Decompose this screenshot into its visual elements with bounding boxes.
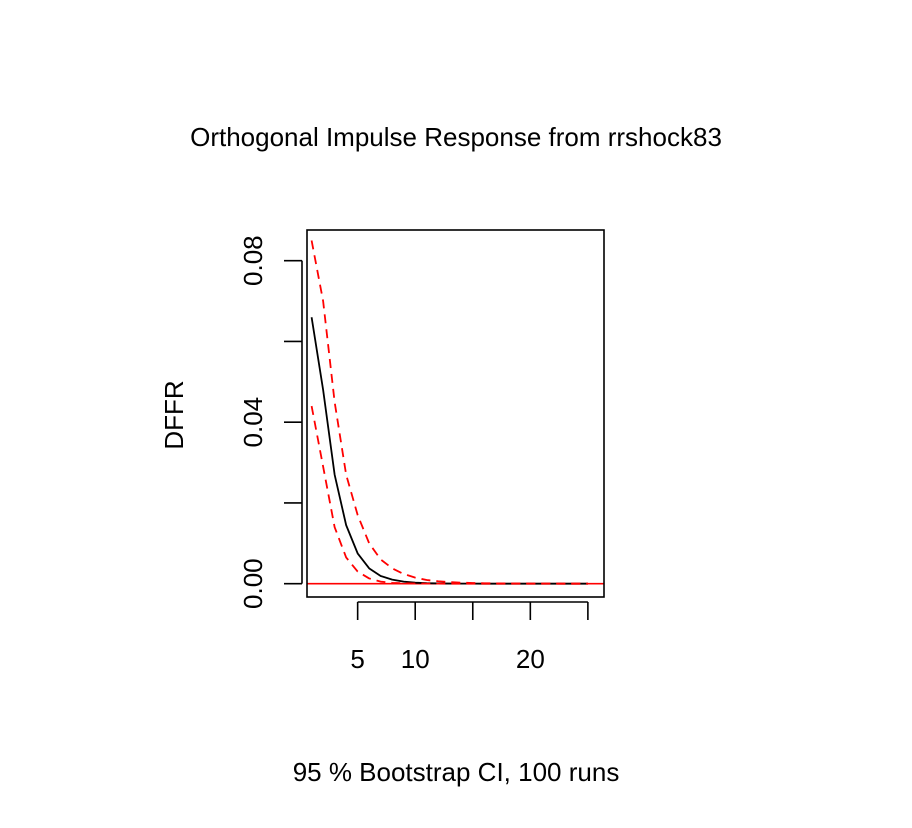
x-tick-label: 5 <box>350 644 364 674</box>
y-axis-title: DFFR <box>159 380 189 449</box>
chart-caption: 95 % Bootstrap CI, 100 runs <box>293 757 620 787</box>
chart-title: Orthogonal Impulse Response from rrshock… <box>190 122 722 152</box>
x-tick-label: 10 <box>401 644 430 674</box>
y-tick-label: 0.00 <box>238 558 268 609</box>
y-tick-label: 0.04 <box>238 397 268 448</box>
plot-area: 5 10 20 0.00 0.04 0.08 <box>238 229 605 674</box>
y-tick-label: 0.08 <box>238 235 268 286</box>
x-tick-label: 20 <box>516 644 545 674</box>
series-line-lower <box>310 405 588 585</box>
plot-frame <box>306 229 605 598</box>
